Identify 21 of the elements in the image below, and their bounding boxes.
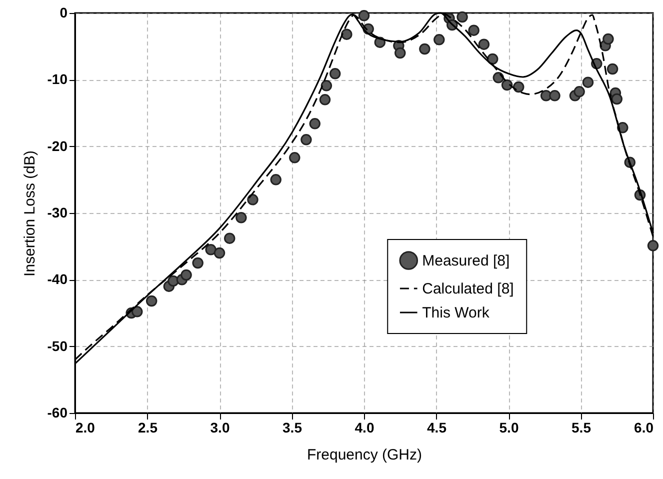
x-tick-label: 2.0	[76, 420, 96, 436]
x-axis-title: Frequency (GHz)	[306, 446, 422, 464]
legend-label: Measured [8]	[422, 252, 510, 270]
x-tick-label: 3.5	[282, 420, 302, 436]
x-tick-label: 6.0	[634, 420, 654, 436]
x-tick-label: 4.0	[354, 420, 374, 436]
y-axis-title: Insertion Loss (dB)	[21, 150, 38, 276]
x-tick-label: 5.5	[572, 420, 592, 436]
y-tick-label: -60	[47, 404, 68, 420]
y-tick-label: -20	[47, 138, 68, 154]
legend-label: Calculated [8]	[422, 280, 514, 298]
legend-label: This Work	[422, 304, 490, 322]
x-tick-label: 2.5	[138, 420, 158, 436]
y-tick-label: -10	[47, 71, 68, 88]
x-tick-label: 3.0	[210, 420, 230, 436]
y-tick-label: 0	[60, 4, 68, 20]
x-tick-label: 4.5	[427, 420, 447, 436]
x-tick-label: 5.0	[499, 420, 519, 436]
y-tick-label: -50	[47, 338, 68, 354]
y-tick-label: -30	[47, 204, 68, 220]
y-tick-label: -40	[47, 271, 68, 288]
